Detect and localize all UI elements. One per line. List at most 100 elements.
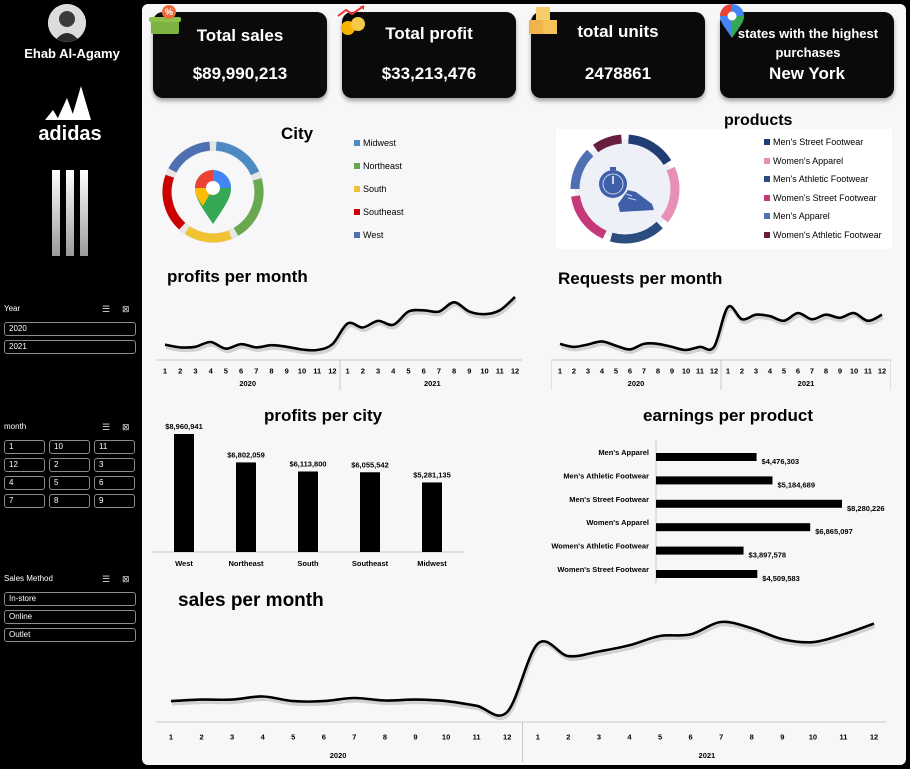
legend-item-midwest: Midwest — [354, 138, 396, 148]
bar-womens-apparel — [656, 523, 811, 532]
main-panel: % Total sales $89,990,213 Total profit $… — [142, 4, 906, 765]
month-item[interactable]: 6 — [94, 476, 135, 490]
year-item-2021[interactable]: 2021 — [4, 340, 136, 354]
x-tick-label: 1 — [558, 366, 562, 375]
month-item[interactable]: 2 — [49, 458, 90, 472]
bar-womens-street-footwear — [656, 570, 758, 578]
kpi-total-units-value: 2478861 — [584, 64, 652, 83]
products-ring-mens-athletic-footwear — [609, 221, 663, 244]
data-label: $5,281,135 — [413, 470, 451, 479]
x-tick-label: 3 — [193, 366, 197, 375]
x-tick-label: Midwest — [417, 559, 447, 568]
x-tick-label: 8 — [452, 366, 456, 375]
profits-per-city-chart: $8,960,941 West $6,802,059 Northeast $6,113,… — [152, 422, 464, 568]
y-tick-label: Women's Apparel — [586, 518, 649, 527]
method-item-outlet[interactable]: Outlet — [4, 628, 136, 642]
x-tick-label: 8 — [383, 733, 387, 742]
month-item[interactable]: 12 — [4, 458, 45, 472]
multi-select-icon[interactable]: ☰ — [102, 422, 111, 432]
y-tick-label: Men's Street Footwear — [569, 495, 649, 504]
data-label: $6,802,059 — [227, 450, 265, 459]
multi-select-icon[interactable]: ☰ — [102, 574, 111, 584]
data-label: $6,865,097 — [815, 527, 853, 536]
x-tick-label: 12 — [710, 366, 718, 375]
year-slicer: Year ☰ ⊠ 2020 2021 — [4, 304, 136, 354]
city-ring-south — [184, 226, 232, 243]
x-tick-label: 7 — [437, 366, 441, 375]
month-item[interactable]: 7 — [4, 494, 45, 508]
legend-swatch — [764, 139, 770, 145]
y-tick-label: Men's Athletic Footwear — [563, 471, 649, 480]
y-tick-label: Men's Apparel — [598, 448, 649, 457]
kpi-total-sales-label: Total sales — [196, 26, 284, 45]
legend-item-womens-street-footwear: Women's Street Footwear — [764, 193, 877, 203]
legend-item-womens-apparel: Women's Apparel — [764, 156, 843, 166]
x-tick-label: 11 — [696, 366, 704, 375]
x-tick-label: 4 — [209, 366, 214, 375]
month-item[interactable]: 1 — [4, 440, 45, 454]
year-item-2020[interactable]: 2020 — [4, 322, 136, 336]
series-line — [164, 296, 516, 352]
profits-per-city-title: profits per city — [264, 406, 383, 425]
month-item[interactable]: 11 — [94, 440, 135, 454]
x-tick-label: 5 — [406, 366, 410, 375]
data-label: $3,897,578 — [749, 551, 787, 560]
y-tick-label: Women's Street Footwear — [557, 565, 649, 574]
data-label: $6,055,542 — [351, 460, 389, 469]
year-group-label: 2020 — [239, 379, 256, 388]
month-slicer-label: month — [4, 422, 27, 431]
x-tick-label: 1 — [536, 733, 540, 742]
month-item[interactable]: 5 — [49, 476, 90, 490]
city-title: City — [281, 124, 314, 143]
month-item[interactable]: 8 — [49, 494, 90, 508]
x-tick-label: 5 — [658, 733, 662, 742]
x-tick-label: 12 — [878, 366, 886, 375]
bar-mens-athletic-footwear — [656, 476, 773, 485]
legend-swatch — [354, 232, 360, 238]
stopwatch-shoe-icon — [599, 167, 654, 212]
x-tick-label: 12 — [503, 733, 511, 742]
clear-filter-icon[interactable]: ⊠ — [122, 422, 130, 432]
multi-select-icon[interactable]: ☰ — [102, 304, 111, 314]
x-tick-label: 3 — [586, 366, 590, 375]
bar-mens-street-footwear — [656, 499, 842, 508]
month-item[interactable]: 4 — [4, 476, 45, 490]
data-label: $6,113,800 — [289, 459, 326, 468]
sidebar: Ehab Al-Agamy adidas Year ☰ ⊠ — [0, 0, 140, 769]
month-slicer: month ☰ ⊠ 1 10 11 12 2 3 4 5 6 7 8 9 — [4, 422, 136, 508]
x-tick-label: 3 — [754, 366, 758, 375]
legend-item-womens-athletic-footwear: Women's Athletic Footwear — [764, 230, 882, 240]
bar-midwest — [422, 482, 442, 552]
kpi-total-profit-value: $33,213,476 — [381, 64, 477, 83]
clear-filter-icon[interactable]: ⊠ — [122, 304, 130, 314]
x-tick-label: 7 — [254, 366, 258, 375]
profits-per-month-title: profits per month — [167, 267, 308, 286]
x-tick-label: 10 — [442, 733, 450, 742]
x-tick-label: 8 — [750, 733, 754, 742]
legend-item-mens-apparel: Men's Apparel — [764, 211, 830, 221]
legend-item-northeast: Northeast — [354, 161, 402, 171]
method-item-online[interactable]: Online — [4, 610, 136, 624]
x-tick-label: 4 — [391, 366, 396, 375]
kpi-total-profit: Total profit $33,213,476 — [337, 5, 516, 98]
method-item-in-store[interactable]: In-store — [4, 592, 136, 606]
bar-northeast — [236, 462, 256, 552]
city-ring-midwest — [215, 141, 260, 176]
products-ring-womens-athletic-footwear — [592, 134, 623, 153]
legend-label: West — [363, 230, 384, 240]
month-item[interactable]: 9 — [94, 494, 135, 508]
legend-swatch — [764, 213, 770, 220]
x-tick-label: 8 — [269, 366, 273, 375]
sales-method-slicer-label: Sales Method — [4, 574, 53, 583]
clear-filter-icon[interactable]: ⊠ — [122, 574, 130, 584]
month-item[interactable]: 3 — [94, 458, 135, 472]
legend-swatch — [764, 176, 770, 183]
x-tick-label: 1 — [163, 366, 167, 375]
kpi-total-units: total units 2478861 — [529, 7, 705, 98]
x-tick-label: Southeast — [352, 559, 389, 568]
x-tick-label: 5 — [782, 366, 786, 375]
month-item[interactable]: 10 — [49, 440, 90, 454]
x-tick-label: 10 — [682, 366, 690, 375]
year-slicer-label: Year — [4, 304, 21, 313]
